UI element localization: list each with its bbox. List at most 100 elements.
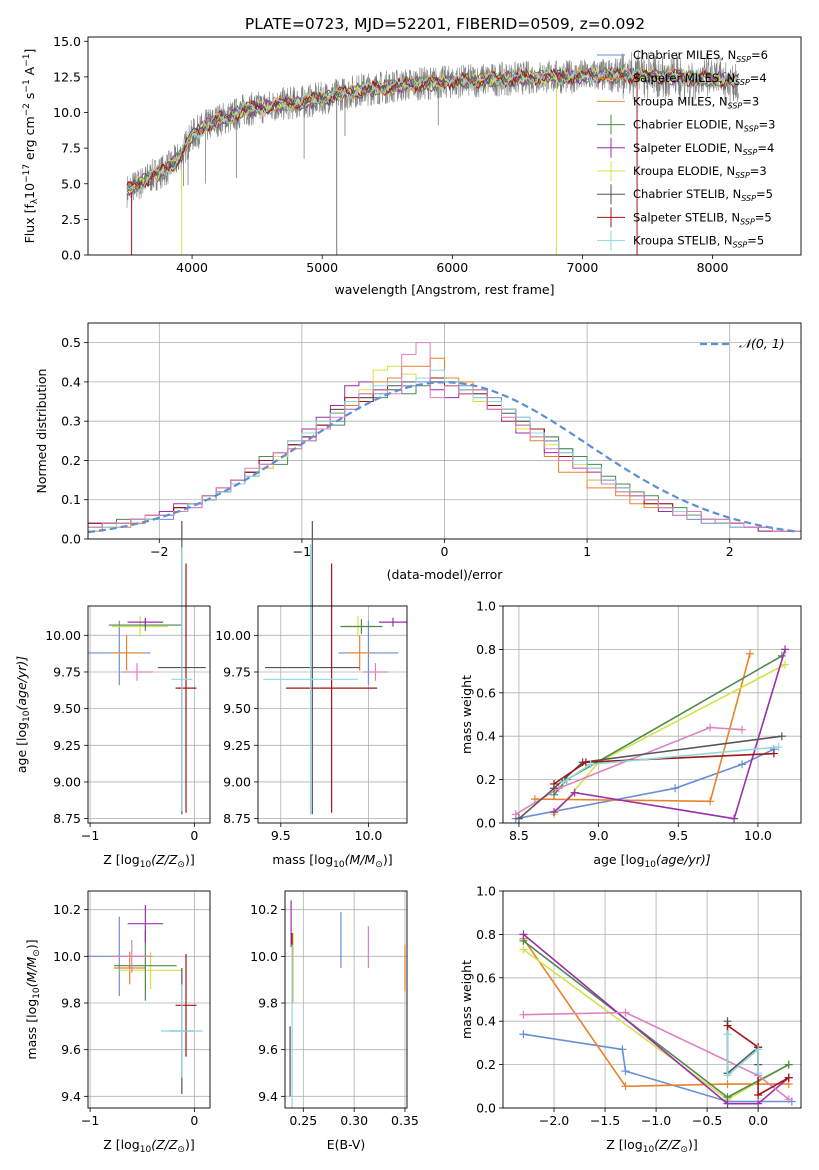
- y-tick-label: 10.2: [250, 902, 278, 917]
- y-tick-label: 0.0: [61, 532, 81, 547]
- y-axis-label: age [log10(age/yr)]: [14, 656, 32, 773]
- x-tick-label: 10.0: [744, 828, 772, 843]
- x-tick-label: 8.5: [509, 828, 529, 843]
- weight-marker: [784, 1095, 793, 1104]
- weight-marker: [549, 808, 558, 817]
- weight-marker: [559, 777, 568, 786]
- x-axis-label: Z [log10(Z/Z⊙)]: [103, 1137, 194, 1155]
- y-tick-label: 9.75: [53, 664, 81, 679]
- weight-line-chabrier_miles: [515, 748, 775, 820]
- weight-line-salpeter_elodie: [553, 649, 786, 820]
- weight-marker: [519, 930, 528, 939]
- weight-marker: [514, 814, 523, 823]
- model-line-salpeter_stelib: [126, 66, 739, 190]
- x-tick-label: 0.30: [340, 1113, 368, 1128]
- x-axis-label: E(B-V): [327, 1137, 366, 1152]
- axes-frame: [257, 605, 408, 824]
- y-tick-label: 0.4: [476, 729, 496, 744]
- y-tick-label: 12.5: [53, 69, 81, 84]
- weight-marker: [723, 1080, 732, 1089]
- legend-label: Salpeter ELODIE, NSSP=4: [633, 141, 774, 157]
- y-tick-label: 10.2: [53, 902, 81, 917]
- weight-marker: [723, 1021, 732, 1030]
- weight-marker: [511, 810, 520, 819]
- x-tick-label: 4000: [176, 260, 208, 275]
- weight-marker: [738, 760, 747, 769]
- y-tick-label: 2.5: [61, 212, 81, 227]
- weight-line-chabrier_stelib: [518, 735, 783, 820]
- y-tick-label: 0.0: [61, 248, 81, 263]
- x-tick-label: 1: [583, 544, 591, 559]
- weight-marker: [706, 797, 715, 806]
- x-tick-label: −1.0: [641, 1113, 671, 1128]
- weight-marker: [774, 743, 783, 752]
- x-tick-label: 0.35: [391, 1113, 419, 1128]
- x-tick-label: −1: [81, 828, 99, 843]
- y-tick-label: 0.3: [61, 414, 81, 429]
- x-tick-label: −1.5: [590, 1113, 620, 1128]
- ebv_mass-panel: 0.25 0.30 0.35 9.4 9.6 9.8 10.0 10.2 E(B-V): [250, 890, 419, 1152]
- weight-marker: [671, 784, 680, 793]
- axes-frame: [87, 36, 802, 256]
- axes-frame: [284, 890, 408, 1109]
- model-line-kroupa_stelib: [126, 67, 739, 194]
- z_age-panel: −1 0 8.75 9.00 9.25 9.50 9.75 10.00 Z [log10(Z/Z…: [14, 520, 211, 870]
- x-tick-label: 9.0: [589, 828, 609, 843]
- weight-marker: [530, 795, 539, 804]
- legend-label: Salpeter STELIB, NSSP=5: [633, 210, 772, 226]
- x-tick-label: 9.5: [668, 828, 688, 843]
- y-tick-label: 10.00: [45, 628, 81, 643]
- weight-marker: [706, 723, 715, 732]
- y-tick-label: 1.0: [476, 884, 496, 899]
- weight-marker: [586, 760, 595, 769]
- weight-marker: [618, 1045, 627, 1054]
- y-tick-label: 0.5: [61, 335, 81, 350]
- weight-marker: [621, 1067, 630, 1076]
- axes-frame: [502, 605, 802, 824]
- age_weight-panel: 8.5 9.0 9.5 10.0 0.0 0.2 0.4 0.6 0.8 1.0 age [log1…: [459, 599, 802, 870]
- y-axis-label: Normed distribution: [34, 369, 49, 494]
- y-tick-label: 7.5: [61, 141, 81, 156]
- legend-label: 𝒩(0, 1): [739, 336, 785, 351]
- x-axis-label: (data-model)/error: [387, 567, 504, 582]
- y-tick-label: 8.75: [223, 811, 251, 826]
- weight-marker: [746, 649, 755, 658]
- y-tick-label: 8.75: [53, 811, 81, 826]
- weight-line-pink: [515, 726, 743, 815]
- normal-curve: [87, 381, 799, 534]
- y-tick-label: 1.0: [476, 599, 496, 614]
- legend-label: Chabrier ELODIE, NSSP=3: [633, 118, 775, 134]
- x-tick-label: 7000: [567, 260, 599, 275]
- residuals-legend: 𝒩(0, 1): [700, 336, 785, 351]
- x-axis-label: wavelength [Angstrom, rest frame]: [334, 282, 554, 297]
- y-tick-label: 10.0: [250, 949, 278, 964]
- weight-marker: [723, 1071, 732, 1080]
- y-tick-label: 9.75: [223, 664, 251, 679]
- weight-marker: [754, 1099, 763, 1108]
- z_mass-panel: −1 0 9.4 9.6 9.8 10.0 10.2 Z [log10(Z/Z⊙)] mass …: [24, 890, 211, 1155]
- y-tick-label: 9.4: [61, 1089, 81, 1104]
- weight-marker: [519, 1010, 528, 1019]
- y-tick-label: 0.2: [476, 1057, 496, 1072]
- y-tick-label: 9.50: [53, 701, 81, 716]
- weight-marker: [549, 779, 558, 788]
- x-axis-label: mass [log10(M/M⊙)]: [272, 852, 392, 870]
- histogram-pink: [88, 342, 801, 532]
- y-tick-label: 9.8: [258, 996, 278, 1011]
- y-tick-label: 9.6: [61, 1042, 81, 1057]
- x-tick-label: 0: [190, 828, 198, 843]
- weight-line-pink: [523, 1011, 790, 1100]
- x-tick-label: −1: [81, 1113, 99, 1128]
- y-tick-label: 0.8: [476, 642, 496, 657]
- weight-marker: [519, 1030, 528, 1039]
- weight-marker: [621, 1008, 630, 1017]
- y-axis-label: mass weight: [459, 960, 474, 1039]
- weight-marker: [769, 749, 778, 758]
- y-tick-label: 0.8: [476, 927, 496, 942]
- y-tick-label: 0.0: [476, 1101, 496, 1116]
- y-tick-label: 0.4: [61, 374, 81, 389]
- y-tick-label: 9.8: [61, 996, 81, 1011]
- x-tick-label: 0: [441, 544, 449, 559]
- legend-label: Chabrier MILES, NSSP=6: [633, 48, 768, 64]
